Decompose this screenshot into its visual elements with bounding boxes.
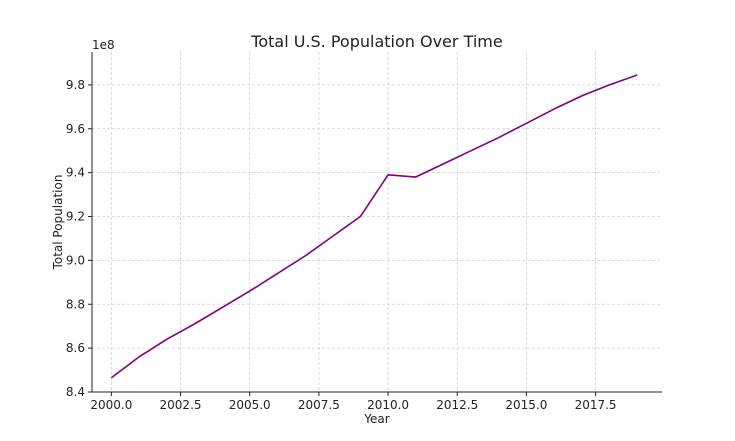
y-tick-label: 9.0 <box>66 253 85 267</box>
y-tick-label: 8.4 <box>66 385 85 399</box>
y-tick-label: 9.8 <box>66 78 85 92</box>
x-tick-label: 2002.5 <box>160 398 202 412</box>
y-axis-label: Total Population <box>51 175 65 271</box>
y-tick-label: 9.4 <box>66 166 85 180</box>
x-tick-label: 2000.0 <box>90 398 132 412</box>
y-tick-label: 9.2 <box>66 210 85 224</box>
x-axis-label: Year <box>363 412 389 426</box>
x-tick-label: 2012.5 <box>436 398 478 412</box>
y-tick-label: 8.8 <box>66 297 85 311</box>
chart-title: Total U.S. Population Over Time <box>250 32 502 51</box>
population-series-line <box>110 74 638 379</box>
x-tick-label: 2015.0 <box>505 398 547 412</box>
line-layer <box>110 74 638 379</box>
grid-layer <box>92 52 662 393</box>
x-tick-label: 2005.0 <box>229 398 271 412</box>
axes-layer <box>91 52 662 393</box>
x-tick-label: 2007.5 <box>298 398 340 412</box>
y-tick-label: 9.6 <box>66 122 85 136</box>
x-tick-label: 2017.5 <box>575 398 617 412</box>
x-tick-label: 2010.0 <box>367 398 409 412</box>
y-axis-offset-text: 1e8 <box>92 38 115 52</box>
ticks-layer: 2000.0 2002.5 2005.0 2007.5 2010.0 2012.5 2015… <box>66 78 617 412</box>
y-tick-label: 8.6 <box>66 341 85 355</box>
